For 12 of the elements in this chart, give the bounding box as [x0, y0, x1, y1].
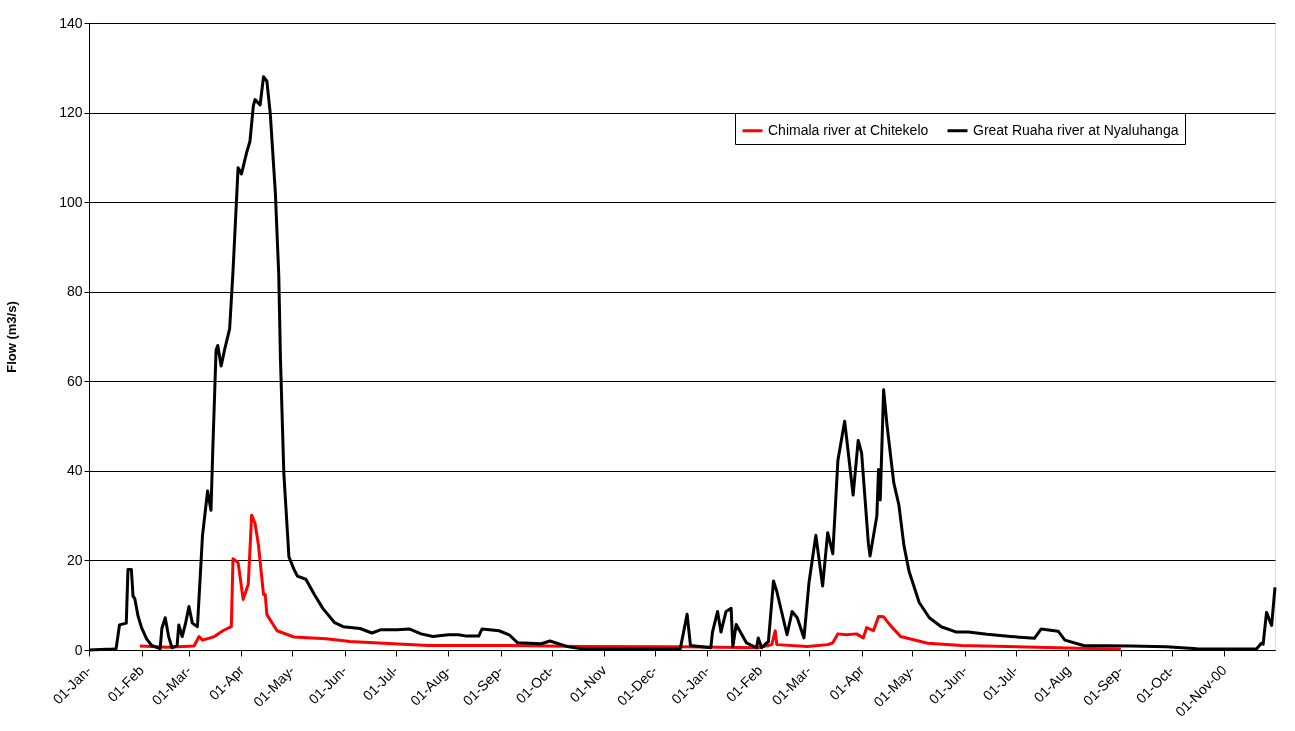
- y-tick-label: 100: [59, 193, 83, 210]
- y-tick-label: 80: [66, 283, 83, 300]
- legend-label: Chimala river at Chitekelo: [768, 121, 929, 138]
- y-tick-label: 60: [66, 372, 83, 389]
- y-tick-label: 0: [74, 641, 83, 658]
- line-series: [138, 513, 1123, 651]
- y-tick-label: 120: [59, 104, 83, 121]
- y-tick-label: 20: [66, 551, 83, 568]
- y-tick-label: 140: [59, 14, 83, 31]
- legend-label: Great Ruaha river at Nyaluhanga: [973, 121, 1179, 138]
- y-tick-label: 40: [66, 462, 83, 479]
- y-axis-title: Flow (m3/s): [4, 301, 20, 373]
